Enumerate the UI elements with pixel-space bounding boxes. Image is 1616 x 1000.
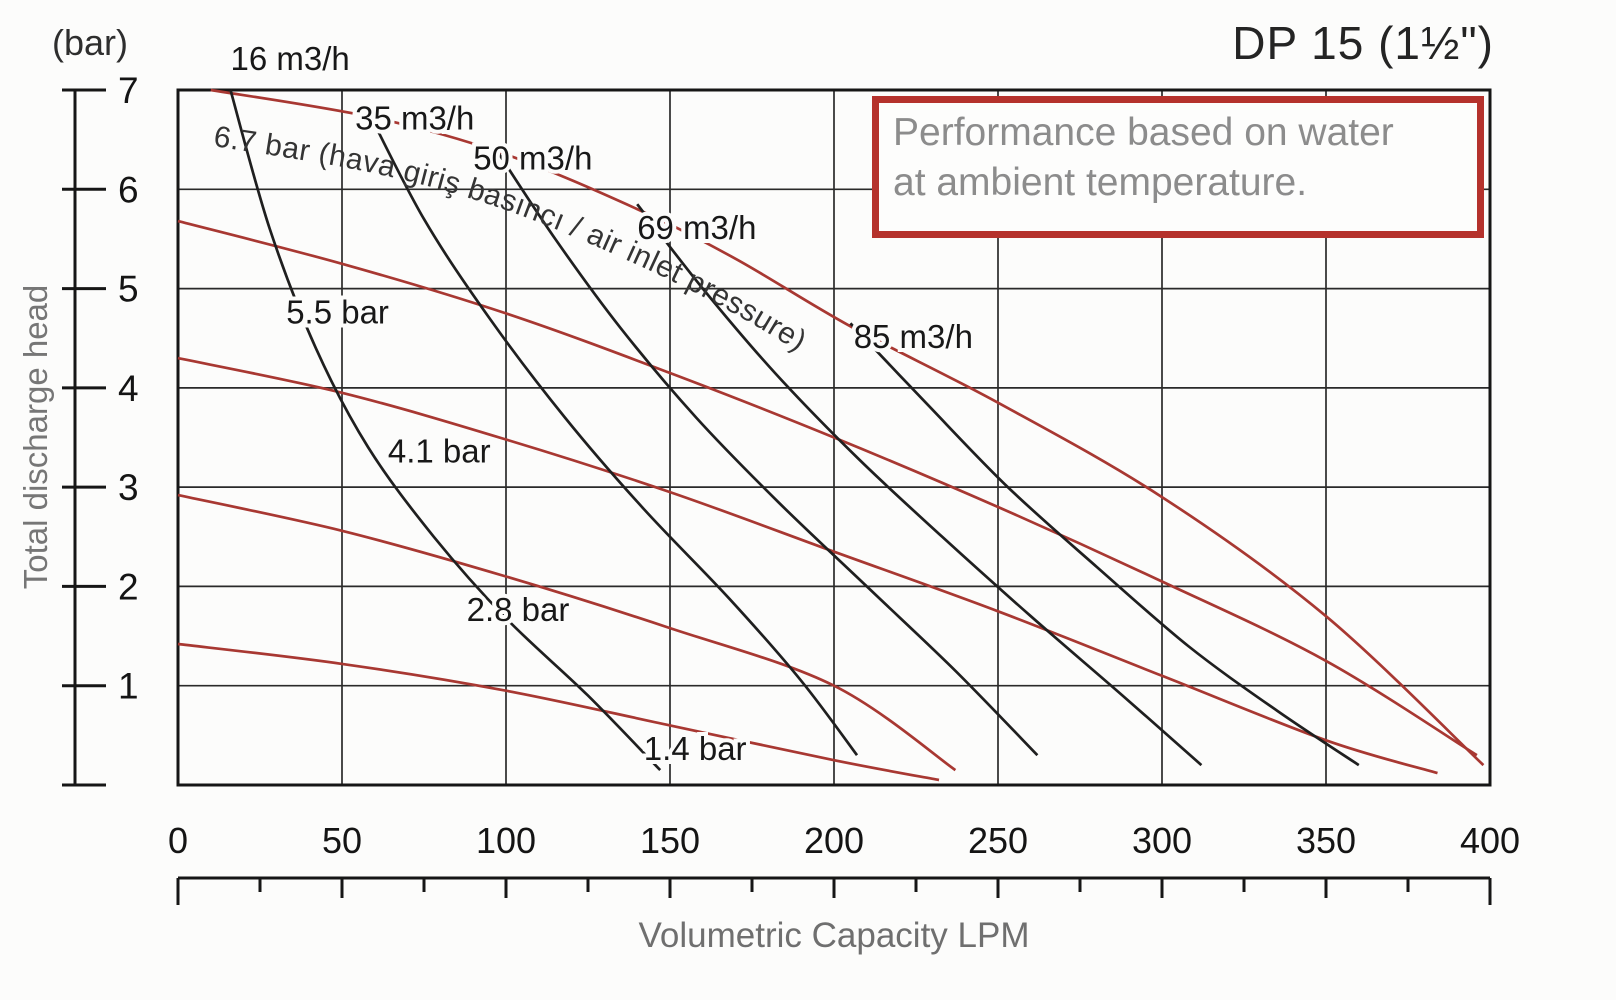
y-tick-label: 2 — [118, 566, 139, 607]
curve-5-5-bar — [177, 219, 1478, 757]
curve-4-1-bar — [177, 356, 1438, 775]
x-tick-label: 150 — [640, 820, 700, 861]
curve-35-m3-h — [363, 104, 859, 757]
x-tick-label: 100 — [476, 820, 536, 861]
curve-label-69-m3-h: 69 m3/h — [637, 209, 756, 246]
curve-label-50-m3-h: 50 m3/h — [473, 139, 592, 176]
y-axis-title: Total discharge head — [17, 284, 54, 590]
curve-1-4-bar — [177, 642, 940, 782]
curve-label-2-8-bar: 2.8 bar — [467, 591, 570, 628]
x-tick-label: 200 — [804, 820, 864, 861]
y-tick-label: 3 — [118, 467, 139, 508]
curve-label-1-4-bar: 1.4 bar — [644, 730, 747, 767]
y-tick-label: 1 — [118, 666, 139, 707]
curve-label-35-m3-h: 35 m3/h — [355, 100, 474, 137]
curve-85-m3-h — [849, 322, 1360, 767]
x-tick-label: 250 — [968, 820, 1028, 861]
y-tick-label: 7 — [118, 70, 139, 111]
plot-frame — [176, 88, 1492, 787]
y-tick-label: 4 — [118, 368, 139, 409]
curve-label-85-m3-h: 85 m3/h — [854, 318, 973, 355]
curve-label-4-1-bar: 4.1 bar — [388, 432, 491, 469]
curve-6-7-bar — [210, 88, 1485, 767]
chart-title: DP 15 (1½") — [1232, 17, 1494, 69]
x-tick-label: 0 — [168, 820, 188, 861]
y-tick-label: 5 — [118, 269, 139, 310]
x-tick-label: 50 — [322, 820, 362, 861]
note-line-1: Performance based on water — [893, 111, 1394, 154]
x-tick-label: 350 — [1296, 820, 1356, 861]
curve-label-16-m3-h: 16 m3/h — [231, 40, 350, 77]
x-tick-label: 300 — [1132, 820, 1192, 861]
curve-2-8-bar — [177, 493, 957, 772]
y-tick-label: 6 — [118, 169, 139, 210]
curve-69-m3-h — [636, 203, 1203, 767]
performance-note-box: Performance based on water at ambient te… — [872, 96, 1484, 238]
note-line-2: at ambient temperature. — [893, 160, 1308, 204]
curve-label-5-5-bar: 5.5 bar — [286, 293, 389, 330]
curve-50-m3-h — [495, 148, 1039, 757]
x-axis-title: Volumetric Capacity LPM — [638, 916, 1030, 955]
y-axis-unit-label: (bar) — [52, 22, 129, 63]
curve-16-m3-h — [229, 89, 662, 772]
x-tick-label: 400 — [1460, 820, 1520, 861]
